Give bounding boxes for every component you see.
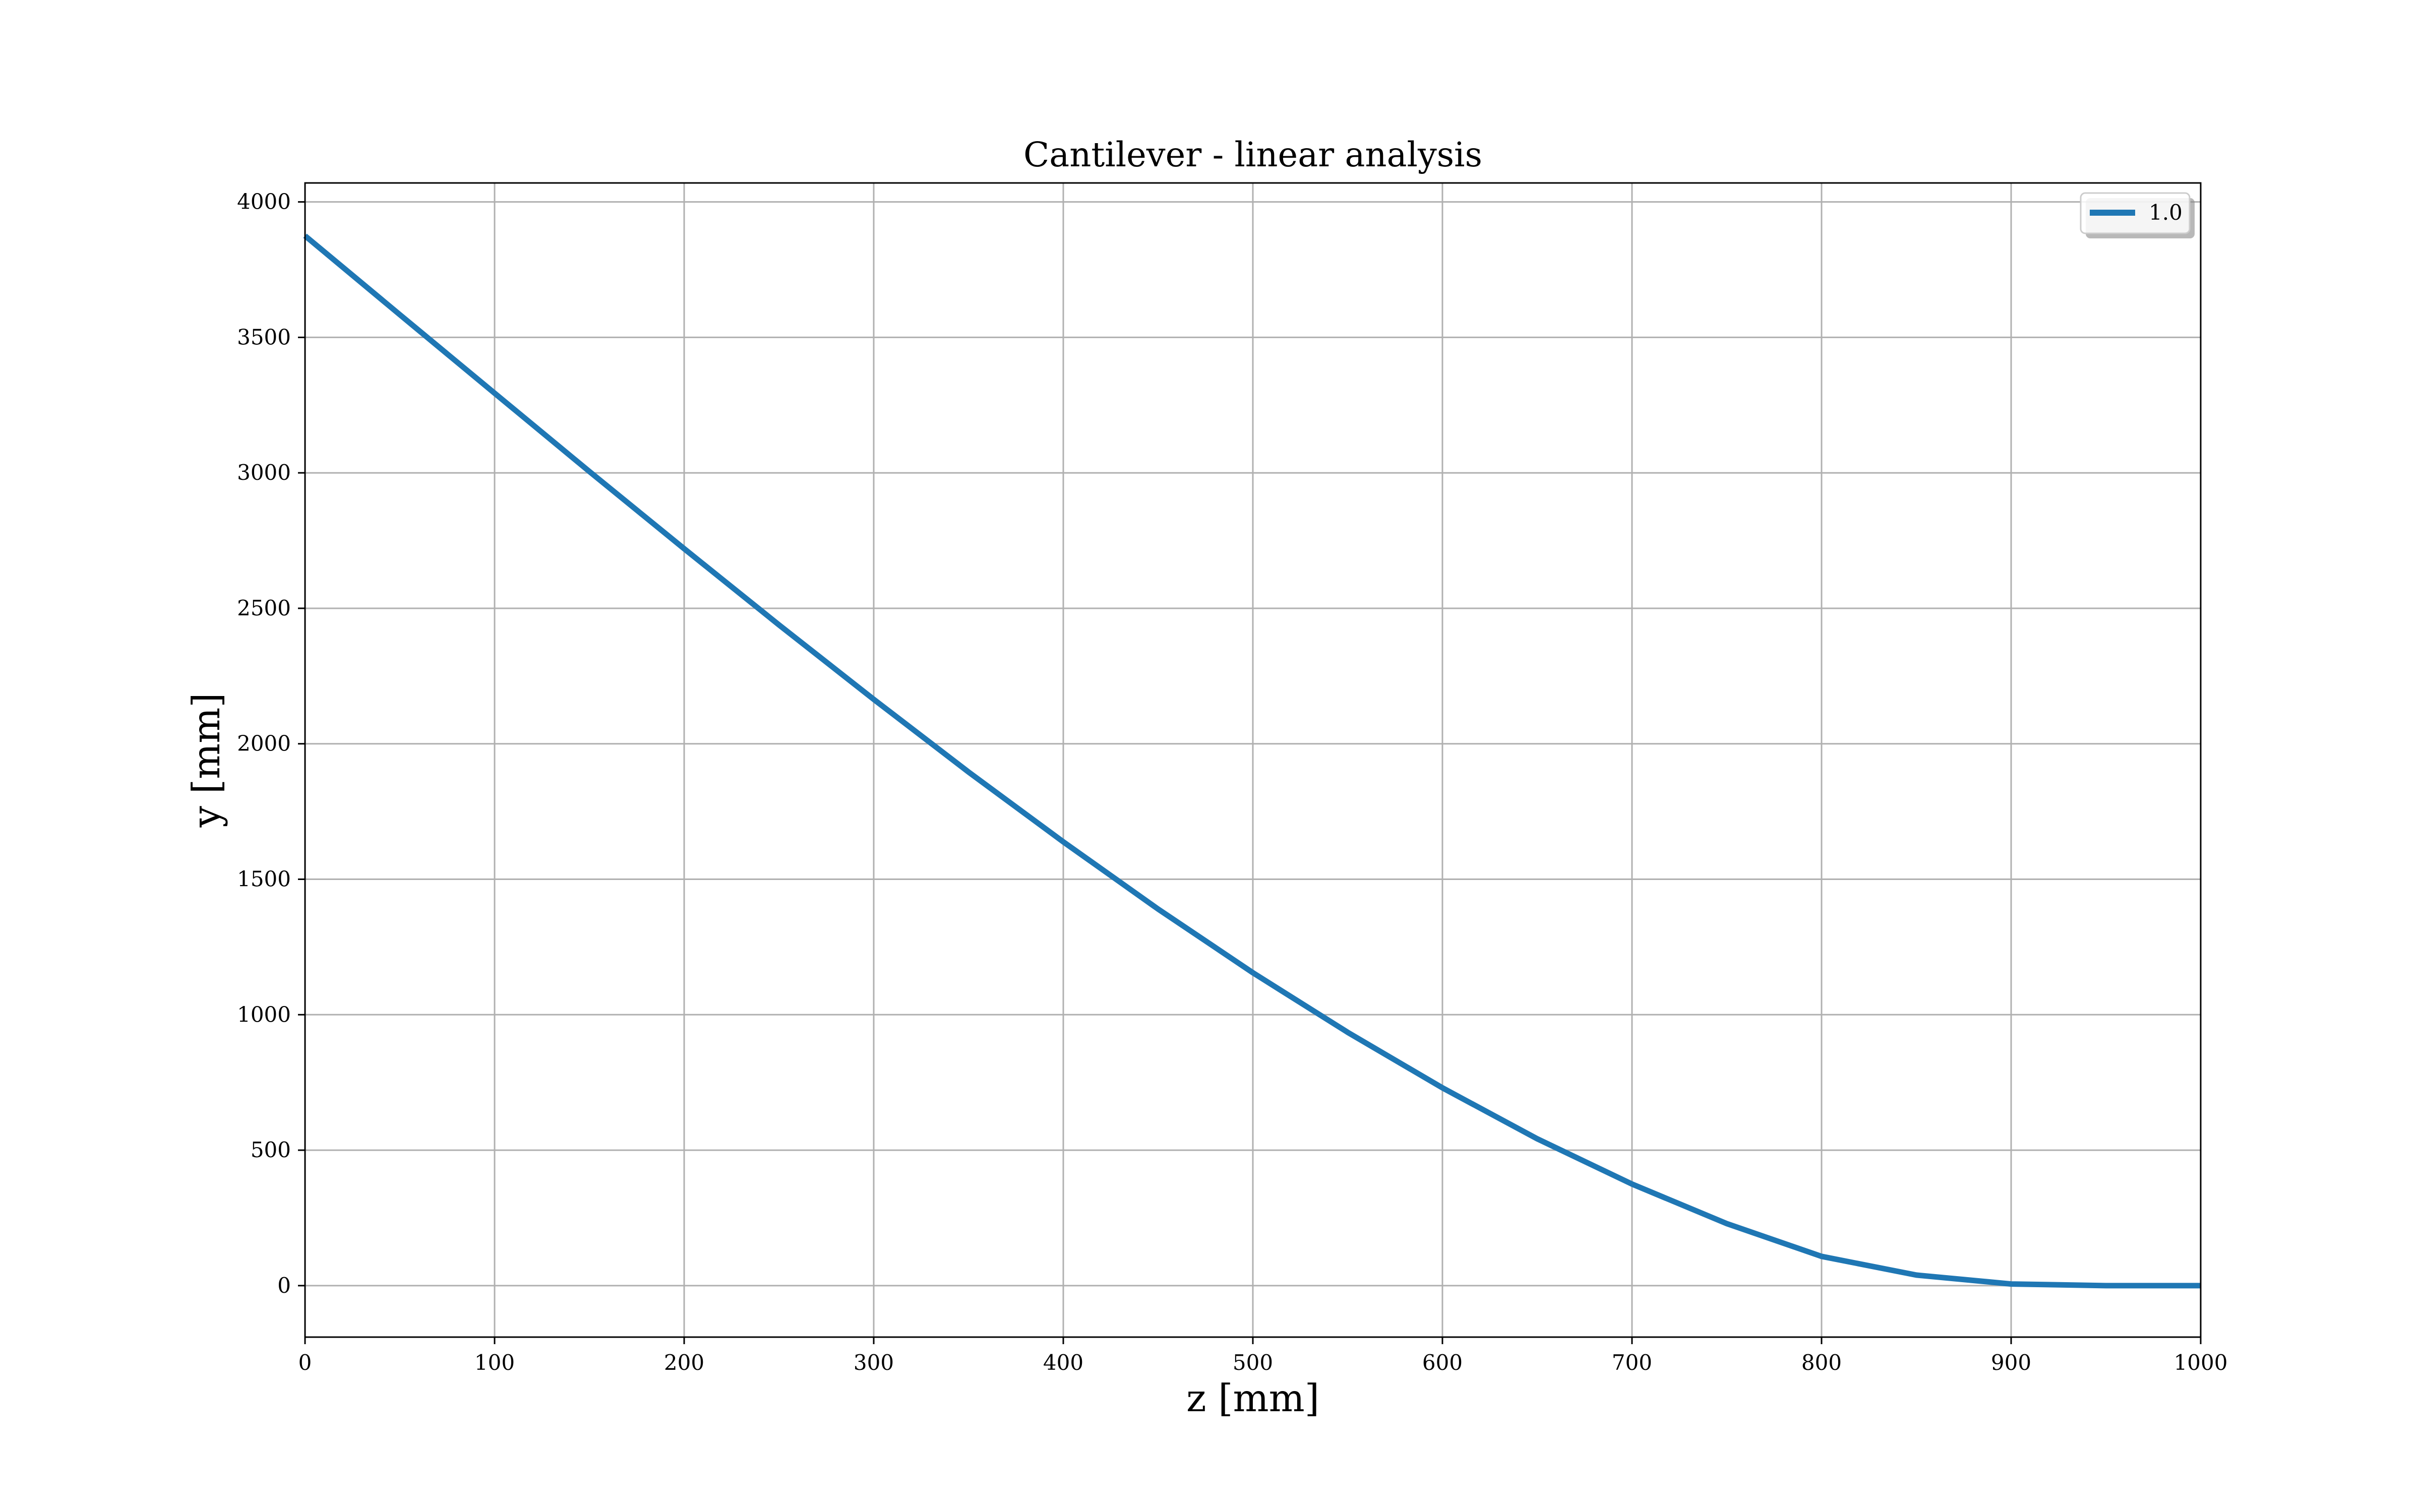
y-tick-label: 2000 xyxy=(237,731,291,756)
y-tick-label: 1000 xyxy=(237,1002,291,1027)
y-axis-label: y [mm] xyxy=(184,693,228,828)
series-layer xyxy=(303,233,2201,1289)
y-tick-label: 4000 xyxy=(237,190,291,214)
y-tick-label: 3000 xyxy=(237,460,291,485)
x-tick-label: 600 xyxy=(1422,1350,1463,1375)
x-tick-label: 400 xyxy=(1043,1350,1083,1375)
grid xyxy=(304,183,2202,1337)
y-tick-label: 1500 xyxy=(237,867,291,892)
x-tick-label: 800 xyxy=(1801,1350,1842,1375)
x-tick-label: 700 xyxy=(1612,1350,1652,1375)
series-line-0 xyxy=(303,233,2201,1289)
x-tick-label: 1000 xyxy=(2174,1350,2228,1375)
legend-label-1-0: 1.0 xyxy=(2149,200,2183,225)
x-tick-label: 900 xyxy=(1991,1350,2031,1375)
y-tick-label: 0 xyxy=(277,1273,291,1298)
y-tick-label: 3500 xyxy=(237,325,291,349)
x-tick-label: 100 xyxy=(474,1350,515,1375)
x-tick-label: 0 xyxy=(298,1350,312,1375)
x-tick-label: 300 xyxy=(854,1350,894,1375)
y-tick-label: 500 xyxy=(251,1138,291,1162)
x-tick-label: 200 xyxy=(664,1350,704,1375)
x-axis-label: z [mm] xyxy=(1186,1376,1319,1420)
x-tick-label: 500 xyxy=(1233,1350,1273,1375)
ticks: 0 100 200 300 400 500 600 700 800 900 1000 0 500 1000… xyxy=(237,190,2227,1375)
y-tick-label: 2500 xyxy=(237,596,291,620)
legend: 1.0 xyxy=(2080,192,2195,238)
chart-title: Cantilever - linear analysis xyxy=(1023,135,1482,174)
